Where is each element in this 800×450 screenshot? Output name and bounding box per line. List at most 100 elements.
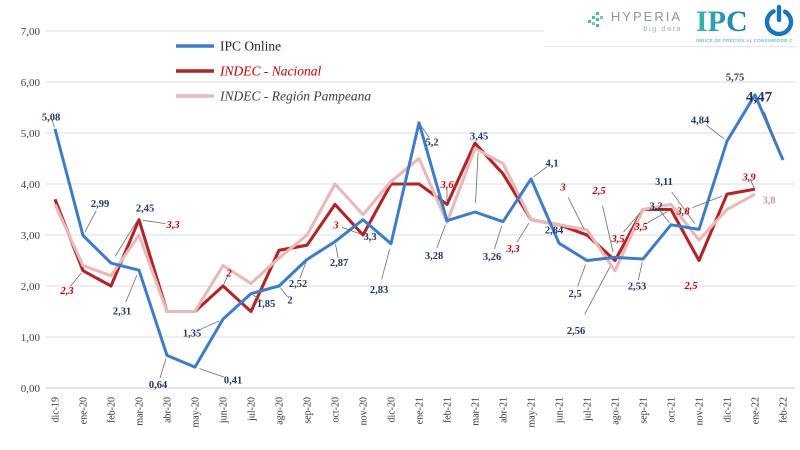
label-leader: [70, 272, 82, 287]
data-point-label: 2,53: [628, 281, 646, 292]
label-leader: [341, 226, 360, 235]
data-point-label: 2,52: [289, 279, 307, 290]
label-leader: [198, 320, 220, 331]
data-point-label: 3: [559, 183, 565, 194]
y-tick-label: 6,00: [21, 77, 41, 89]
x-tick-label: nov-21: [695, 397, 706, 425]
label-leader: [494, 225, 503, 250]
ipco-logo: IPC ÍNDICE DE PRECIOS AL CONSUMIDOR ONLI…: [696, 4, 796, 43]
data-point-label: 0,41: [224, 376, 242, 387]
y-tick-label: 1,00: [21, 332, 41, 344]
data-point-label: 3,45: [470, 132, 488, 143]
label-leader: [199, 368, 225, 378]
data-point-label: 1,35: [183, 329, 201, 340]
data-point-label: 3,9: [741, 173, 756, 184]
data-point-label: 3,8: [675, 207, 690, 218]
data-point-label: 2,83: [370, 285, 388, 296]
label-leader: [280, 287, 288, 298]
x-tick-label: sep-20: [303, 397, 314, 424]
label-leader: [705, 124, 725, 139]
data-point-label: 4,84: [691, 116, 710, 127]
legend-label: INDEC - Región Pampeana: [219, 89, 371, 104]
data-point-label: 3,5: [610, 234, 624, 245]
label-leader: [763, 111, 781, 153]
data-point-label: 3,26: [483, 252, 501, 263]
hyperia-name: HYPERIA: [610, 9, 682, 24]
legend-item: INDEC - Nacional: [176, 64, 321, 79]
legend-item: INDEC - Región Pampeana: [176, 89, 371, 104]
x-tick-label: ago-20: [275, 397, 286, 425]
label-leader: [533, 166, 548, 178]
data-point-label: 4,47: [746, 90, 773, 106]
data-point-label: 2: [287, 296, 292, 307]
data-point-label: 3,6: [439, 180, 454, 191]
data-point-label: 5,08: [42, 112, 60, 123]
data-point-label: 4,1: [545, 158, 558, 169]
label-leader: [475, 152, 479, 203]
label-leader: [381, 249, 390, 280]
label-leader: [567, 197, 585, 230]
hyperia-icon: [587, 12, 603, 27]
data-point-label: 2,99: [91, 199, 109, 210]
data-point-label: 3,3: [363, 232, 376, 243]
data-point-label: 3: [332, 221, 338, 232]
label-leader: [252, 294, 263, 302]
label-leader: [647, 211, 668, 224]
label-leader: [159, 358, 167, 379]
x-tick-label: jun-21: [555, 397, 566, 424]
label-leader: [623, 212, 641, 233]
x-tick-label: abr-21: [499, 397, 510, 423]
data-point-label: 3,28: [425, 251, 443, 262]
x-tick-label: ene-20: [79, 397, 90, 424]
data-point-label: 3,3: [165, 220, 179, 231]
data-point-label: 3,8: [762, 196, 775, 207]
x-tick-label: ago-21: [611, 397, 622, 425]
label-leader: [671, 191, 696, 224]
label-leader: [84, 210, 97, 232]
y-tick-label: 4,00: [21, 179, 41, 191]
y-tick-label: 5,00: [21, 128, 41, 140]
data-point-label: 2,5: [568, 289, 581, 300]
series-line-indec-region-pampeana: [53, 146, 756, 314]
ipco-subtitle: ÍNDICE DE PRECIOS AL CONSUMIDOR ONLINE D…: [696, 39, 792, 43]
x-tick-label: dic-19: [51, 397, 62, 423]
label-leader: [335, 244, 339, 259]
hyperia-tagline: big data: [643, 24, 682, 33]
x-tick-label: jun-20: [219, 397, 230, 424]
legend-label: IPC Online: [220, 39, 281, 54]
label-leader: [436, 224, 446, 249]
label-leader: [602, 205, 614, 253]
ipco-name-text: IPC: [696, 5, 748, 38]
label-leader: [299, 262, 307, 279]
x-tick-label: ene-22: [751, 397, 762, 424]
data-point-label: 3,2: [649, 201, 662, 212]
data-point-label: 0,64: [149, 380, 168, 391]
x-tick-label: abr-20: [163, 397, 174, 423]
x-tick-label: mar-20: [135, 397, 146, 426]
data-point-label: 2,56: [567, 326, 585, 337]
legend-label: INDEC - Nacional: [219, 64, 321, 79]
label-leader: [223, 275, 229, 285]
label-leader: [692, 195, 722, 208]
x-tick-label: feb-21: [443, 397, 454, 423]
x-tick-label: nov-20: [359, 397, 370, 425]
x-tick-label: mar-21: [471, 397, 482, 426]
label-leader: [637, 262, 643, 281]
series-line-ipc-online: [53, 93, 785, 369]
label-leader: [125, 274, 138, 303]
x-tick-label: feb-20: [107, 397, 118, 423]
x-tick-label: jul-21: [583, 397, 594, 422]
ipco-wordmark: IPC: [696, 4, 794, 38]
data-point-label: 2,31: [113, 307, 131, 318]
label-leader: [749, 179, 755, 188]
data-point-label: 3,5: [633, 222, 647, 233]
label-leader: [114, 219, 138, 257]
label-leader: [584, 266, 611, 315]
x-tick-label: may-20: [191, 397, 202, 428]
x-tick-label: ene-21: [415, 397, 426, 424]
data-point-label: 2,3: [59, 286, 73, 297]
data-point-label: 1,85: [257, 299, 275, 310]
data-point-label: 5,2: [425, 137, 438, 148]
